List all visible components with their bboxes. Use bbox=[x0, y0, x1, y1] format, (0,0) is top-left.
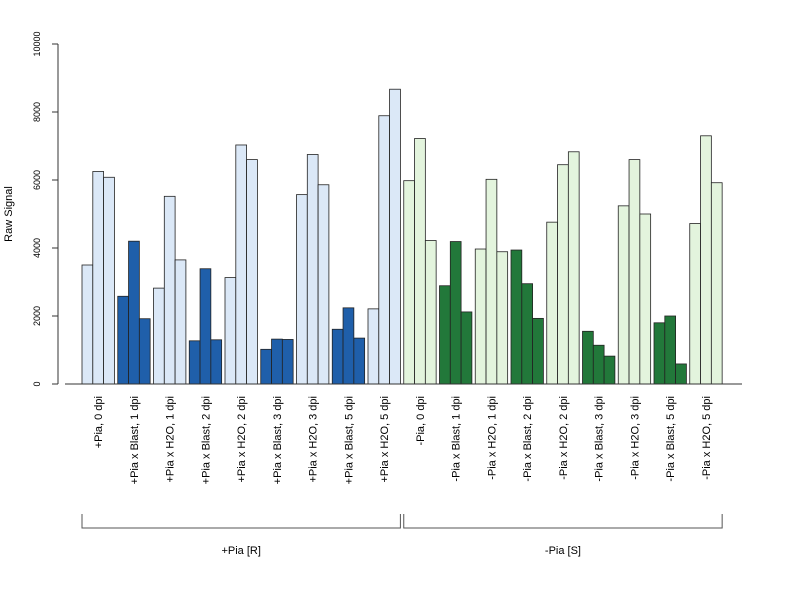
x-tick-label: +Pia x Blast, 5 dpi bbox=[343, 396, 355, 484]
x-tick-label: -Pia x H2O, 1 dpi bbox=[486, 396, 498, 480]
bar bbox=[342, 307, 355, 385]
bar bbox=[546, 221, 558, 385]
bar bbox=[474, 248, 487, 385]
bar bbox=[389, 88, 401, 385]
y-tick-label: 0 bbox=[32, 381, 42, 386]
x-tick-label: -Pia x H2O, 2 dpi bbox=[558, 396, 570, 480]
x-tick-label: +Pia x Blast, 2 dpi bbox=[200, 396, 212, 484]
bar bbox=[260, 348, 272, 385]
bar bbox=[532, 317, 544, 385]
y-tick-label: 10000 bbox=[32, 31, 42, 56]
group-bracket bbox=[403, 514, 723, 529]
x-tick-label: +Pia, 0 dpi bbox=[93, 396, 105, 448]
group-label: -Pia [S] bbox=[545, 545, 581, 557]
bar bbox=[199, 268, 212, 385]
group-brackets: +Pia [R] -Pia [S] bbox=[81, 514, 723, 557]
x-tick-label: +Pia x Blast, 1 dpi bbox=[129, 396, 141, 484]
bar bbox=[188, 340, 201, 385]
x-tick-label: +Pia x Blast, 3 dpi bbox=[272, 396, 284, 484]
bar bbox=[617, 205, 630, 385]
y-tick-label: 8000 bbox=[32, 102, 42, 122]
y-tick-label: 2000 bbox=[32, 306, 42, 326]
bar bbox=[449, 241, 462, 385]
bar bbox=[378, 115, 390, 385]
bar bbox=[153, 287, 165, 385]
x-tick-label: +Pia x H2O, 5 dpi bbox=[379, 396, 391, 483]
bar bbox=[353, 337, 366, 385]
bar bbox=[128, 240, 140, 385]
bar bbox=[403, 180, 415, 385]
x-tick-label: -Pia x H2O, 3 dpi bbox=[629, 396, 641, 480]
bar bbox=[163, 195, 176, 385]
bar bbox=[496, 251, 509, 385]
bar bbox=[117, 295, 129, 385]
bar bbox=[367, 308, 380, 385]
bar bbox=[317, 184, 330, 385]
bar bbox=[521, 283, 533, 385]
bar bbox=[689, 223, 701, 385]
bar bbox=[210, 339, 223, 385]
bar bbox=[675, 363, 687, 385]
bar bbox=[603, 355, 616, 385]
x-tick-label: -Pia x Blast, 2 dpi bbox=[522, 396, 534, 482]
bar bbox=[628, 159, 641, 385]
bar bbox=[92, 171, 105, 385]
x-tick-label: +Pia x H2O, 2 dpi bbox=[236, 396, 248, 483]
x-tick-labels: +Pia, 0 dpi +Pia x Blast, 1 dpi +Pia x H2O… bbox=[93, 396, 713, 484]
bar bbox=[103, 176, 115, 385]
bar bbox=[224, 277, 237, 385]
y-axis-label: Raw Signal bbox=[3, 186, 15, 242]
bar bbox=[510, 249, 523, 385]
bar bbox=[567, 151, 580, 385]
y-tick-label: 4000 bbox=[32, 238, 42, 258]
bar bbox=[592, 344, 605, 385]
bar bbox=[331, 328, 344, 385]
x-tick-label: +Pia x H2O, 1 dpi bbox=[165, 396, 177, 483]
x-tick-label: -Pia x Blast, 5 dpi bbox=[665, 396, 677, 482]
bar bbox=[246, 159, 258, 385]
bar bbox=[414, 138, 426, 385]
bar bbox=[81, 264, 94, 385]
bar bbox=[296, 194, 308, 385]
bar bbox=[460, 311, 473, 385]
bar bbox=[235, 144, 248, 385]
bar bbox=[439, 285, 451, 385]
bar bbox=[138, 318, 151, 385]
bar bbox=[271, 338, 283, 385]
x-tick-label: -Pia x Blast, 1 dpi bbox=[451, 396, 463, 482]
bar bbox=[710, 182, 723, 385]
bar bbox=[582, 330, 594, 385]
x-tick-label: -Pia x H2O, 5 dpi bbox=[701, 396, 713, 480]
group-bracket bbox=[81, 514, 401, 529]
y-axis: 0 2000 4000 6000 8000 10000 bbox=[32, 31, 59, 387]
bar bbox=[306, 154, 319, 385]
bar bbox=[664, 315, 676, 385]
y-tick-label: 6000 bbox=[32, 170, 42, 190]
bars bbox=[81, 88, 723, 385]
bar bbox=[424, 240, 437, 385]
x-tick-label: -Pia, 0 dpi bbox=[415, 396, 427, 446]
bar bbox=[557, 164, 569, 385]
bar bbox=[281, 339, 294, 385]
x-tick-label: -Pia x Blast, 3 dpi bbox=[594, 396, 606, 482]
bar bbox=[639, 213, 652, 385]
bar bbox=[485, 178, 498, 385]
bar bbox=[174, 259, 187, 385]
x-tick-label: +Pia x H2O, 3 dpi bbox=[308, 396, 320, 483]
group-label: +Pia [R] bbox=[221, 545, 260, 557]
bar bbox=[653, 322, 666, 385]
bar bbox=[700, 135, 712, 385]
